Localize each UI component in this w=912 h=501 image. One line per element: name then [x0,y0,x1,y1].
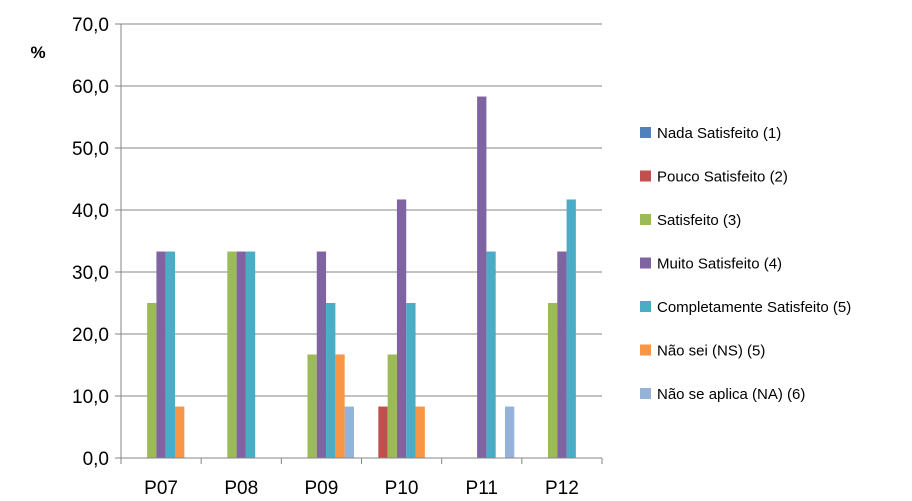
bar [396,199,407,458]
legend-label: Não se aplica (NA) (6) [657,386,805,403]
bar [147,303,157,458]
y-tick-label: 10,0 [72,387,109,408]
axes [120,24,602,459]
bar [165,251,176,458]
bar [245,251,256,458]
bar [316,251,327,458]
bar [547,303,558,458]
bar [156,251,166,458]
bar [566,199,576,458]
legend-swatch [640,388,651,399]
bars [147,96,576,458]
bar [335,354,345,458]
bar [378,406,388,458]
y-tick-label: 0,0 [83,449,109,470]
bar [344,406,354,458]
x-axis-category-labels: P07 P08 P09 P10 P11 P12 [120,458,603,499]
y-tick-label: 20,0 [72,325,109,346]
bar [415,406,425,458]
bar [486,251,496,458]
legend-label: Nada Satisfeito (1) [657,125,781,142]
bar [236,251,246,458]
bar [175,406,185,458]
x-category-label: P09 [305,478,339,499]
y-axis-label: % [30,43,45,62]
legend-label: Pouco Satisfeito (2) [657,169,788,186]
legend: Nada Satisfeito (1) Pouco Satisfeito (2) S… [640,125,851,403]
x-category-label: P12 [545,478,579,499]
legend-swatch [640,344,651,356]
legend-label: Muito Satisfeito (4) [657,256,782,273]
y-tick-label: 40,0 [72,201,109,222]
bar [557,251,567,458]
y-tick-label: 30,0 [72,263,109,284]
legend-swatch [640,257,651,269]
bar [505,406,515,458]
legend-swatch [640,170,651,182]
y-tick-label: 50,0 [72,139,109,160]
legend-label: Satisfeito (3) [657,212,741,229]
bar [406,303,416,458]
x-category-label: P08 [224,478,258,499]
bar [227,251,237,458]
y-axis-tick-labels: 0,0 10,0 20,0 30,0 40,0 50,0 60,0 70,0 [72,15,109,470]
bar [326,303,336,458]
y-tick-label: 70,0 [72,15,109,36]
legend-label: Completamente Satisfeito (5) [657,299,851,316]
bar [307,354,317,458]
legend-label: Não sei (NS) (5) [657,343,765,360]
x-category-label: P10 [385,478,419,499]
legend-swatch [640,301,651,312]
bar [477,96,487,458]
x-category-label: P11 [466,478,498,499]
gridlines [115,23,602,459]
legend-swatch [640,214,651,225]
bar [387,354,397,458]
x-category-label: P07 [144,478,178,499]
legend-swatch [640,127,651,138]
y-tick-label: 60,0 [72,77,109,98]
